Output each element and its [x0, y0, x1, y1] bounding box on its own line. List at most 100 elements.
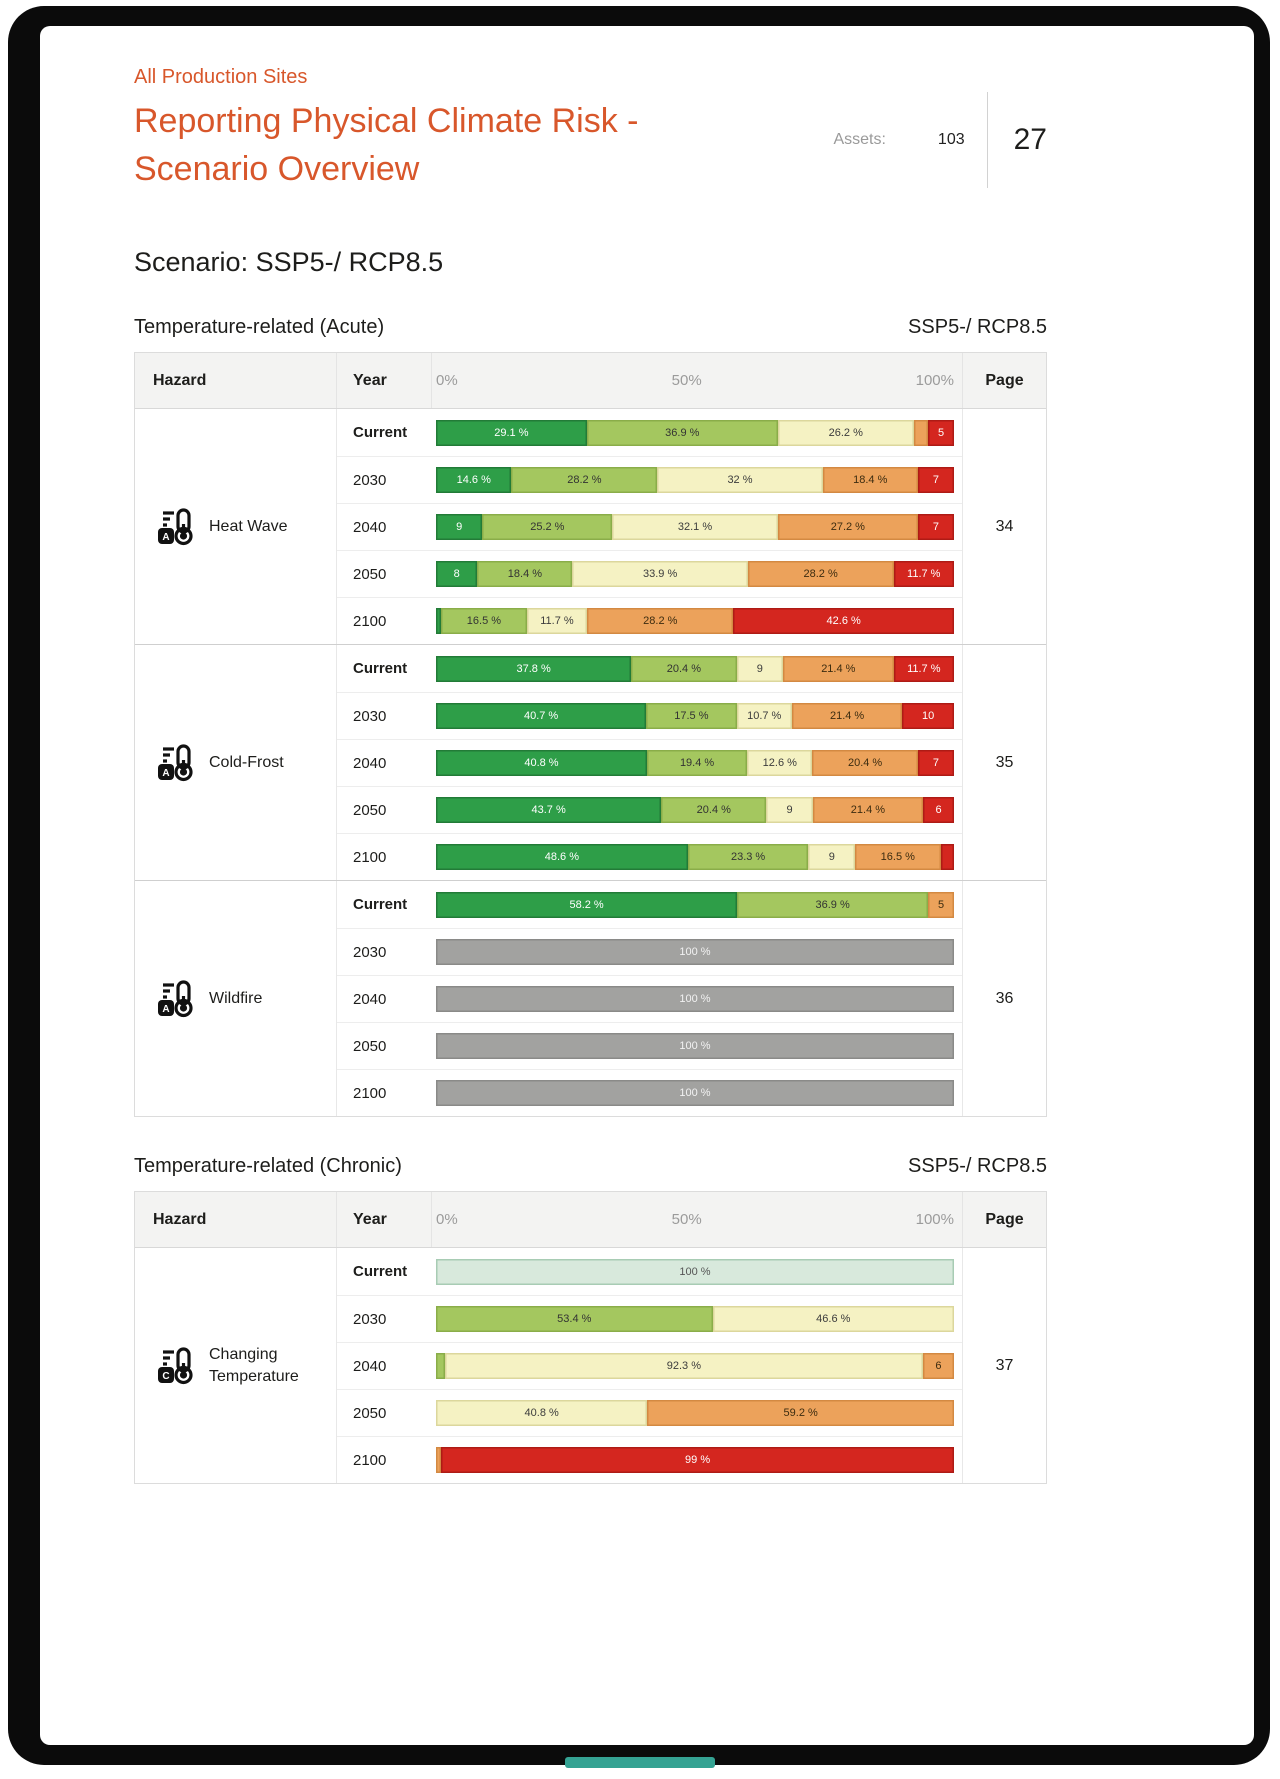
stacked-bar: 37.8 % 20.4 % 9 21.4 % 11.7 % — [432, 655, 962, 682]
bar-segment-label: 42.6 % — [826, 615, 861, 627]
column-header-hazard: Hazard — [135, 353, 337, 408]
axis-tick-0: 0% — [436, 1211, 458, 1228]
section-header: Temperature-related (Acute) SSP5-/ RCP8.… — [134, 316, 1047, 339]
bar-segment-label: 11.7 % — [907, 568, 941, 580]
year-label: 2030 — [353, 471, 387, 489]
thermometer-a-icon: A — [158, 979, 193, 1017]
page-title-line2: Scenario Overview — [134, 150, 420, 188]
column-header-year: Year — [337, 1192, 432, 1247]
bar-segment-orange: 28.2 % — [747, 561, 894, 587]
stacked-bar: 100 % — [432, 1080, 962, 1106]
hazard-group: C Changing Temperature Current 100 % 203… — [135, 1248, 1046, 1483]
year-label: 2050 — [353, 565, 387, 583]
bar-segment-label: 21.4 % — [821, 662, 856, 675]
bar: 40.8 % 19.4 % 12.6 % 20.4 % 7 — [436, 750, 955, 776]
hazard-rows: Current 37.8 % 20.4 % 9 21.4 % 11.7 % 2030 4… — [337, 645, 962, 880]
bar-segment-label: 100 % — [679, 1087, 711, 1099]
section-title: Temperature-related (Acute) — [134, 316, 385, 338]
bar-segment-label: 11.7 % — [540, 615, 574, 627]
bar-segment-red: 11.7 % — [893, 655, 954, 682]
bar-segment-dark-green: 48.6 % — [436, 844, 688, 870]
bar-segment-label: 40.7 % — [523, 710, 559, 722]
bar-segment-label: 46.6 % — [816, 1313, 851, 1325]
axis-tick-100: 100% — [915, 372, 954, 389]
bar-segment-dark-green: 14.6 % — [436, 467, 512, 493]
bar-segment-light-green — [436, 1353, 445, 1379]
hazard-cell: A Wildfire — [135, 881, 337, 1116]
bar-segment-red — [940, 844, 954, 870]
chart-row: 2050 8 18.4 % 33.9 % 28.2 % 11.7 % — [337, 550, 962, 597]
bar-segment-orange: 21.4 % — [812, 797, 924, 823]
assets-label: Assets: — [833, 131, 886, 148]
bar-segment-light-green: 25.2 % — [482, 514, 613, 540]
chart-row: 2100 100 % — [337, 1069, 962, 1116]
bar-segment-label: 9 — [756, 662, 763, 675]
bar-segment-label: 100 % — [679, 946, 711, 958]
stacked-bar: 9 25.2 % 32.1 % 27.2 % 7 — [432, 514, 962, 540]
bar-segment-label: 17.5 % — [674, 710, 709, 722]
bar-segment-light-green: 18.4 % — [477, 561, 573, 587]
stacked-bar: 92.3 % 6 — [432, 1353, 962, 1379]
hazard-cell: A Cold-Frost — [135, 645, 337, 880]
bar: 37.8 % 20.4 % 9 21.4 % 11.7 % — [436, 655, 954, 682]
bar: 40.7 % 17.5 % 10.7 % 21.4 % 10 — [436, 703, 954, 729]
bar-segment-label: 7 — [932, 521, 940, 533]
bar-segment-mint: 100 % — [436, 1258, 954, 1285]
hazard-group: A Cold-Frost Current 37.8 % 20.4 % 9 21.4 %… — [135, 644, 1046, 880]
bar-segment-yellow: 32.1 % — [612, 514, 778, 540]
bar-segment-yellow: 10.7 % — [736, 703, 792, 729]
bar-segment-label: 14.6 % — [456, 474, 491, 486]
bar-segment-yellow: 92.3 % — [444, 1353, 923, 1379]
thermometer-a-icon: A — [158, 743, 193, 781]
axis-tick-100: 100% — [915, 1211, 954, 1228]
bar-segment-label: 92.3 % — [666, 1360, 701, 1372]
bar: 92.3 % 6 — [436, 1353, 954, 1379]
bar: 9 25.2 % 32.1 % 27.2 % 7 — [436, 514, 954, 540]
hazard-group: A Wildfire Current 58.2 % 36.9 % 5 2030 10… — [135, 880, 1046, 1116]
year-label: 2050 — [353, 1404, 387, 1422]
bar: 58.2 % 36.9 % 5 — [436, 891, 954, 918]
bar-segment-label: 43.7 % — [531, 804, 566, 816]
chart-row: 2040 92.3 % 6 — [337, 1342, 962, 1389]
year-label: 2040 — [353, 1357, 387, 1375]
bar-segment-orange: 16.5 % — [855, 844, 941, 870]
footer-brand-accent — [565, 1757, 715, 1768]
bar-segment-gray: 100 % — [436, 1080, 954, 1106]
stacked-bar: 8 18.4 % 33.9 % 28.2 % 11.7 % — [432, 561, 962, 587]
stacked-bar: 100 % — [432, 986, 962, 1012]
bar-segment-dark-green: 37.8 % — [436, 655, 632, 682]
stacked-bar: 40.7 % 17.5 % 10.7 % 21.4 % 10 — [432, 703, 962, 729]
bar: 40.8 % 59.2 % — [436, 1400, 954, 1426]
chart-row: 2100 48.6 % 23.3 % 9 16.5 % — [337, 833, 962, 880]
bar-segment-label: 7 — [932, 757, 939, 769]
column-header-year: Year — [337, 353, 432, 408]
bar-segment-label: 21.4 % — [829, 710, 865, 722]
bar: 16.5 % 11.7 % 28.2 % 42.6 % — [436, 608, 955, 634]
bar-segment-label: 10.7 % — [747, 710, 782, 722]
chart-row: 2040 100 % — [337, 975, 962, 1022]
bar-segment-label: 18.4 % — [853, 474, 888, 486]
section-header: Temperature-related (Chronic) SSP5-/ RCP… — [134, 1155, 1047, 1178]
hazard-label: Cold-Frost — [209, 753, 284, 771]
page-content: All Production Sites Reporting Physical … — [40, 26, 1047, 1484]
bar-segment-label: 99 % — [685, 1454, 711, 1466]
bar-segment-yellow: 12.6 % — [747, 750, 813, 776]
bar-segment-red: 11.7 % — [893, 561, 954, 587]
bar-segment-label: 9 — [786, 804, 793, 816]
stacked-bar: 40.8 % 19.4 % 12.6 % 20.4 % 7 — [432, 750, 962, 776]
year-label: 2050 — [353, 801, 387, 819]
bar-segment-label: 6 — [935, 1360, 942, 1372]
bar-segment-light-green: 16.5 % — [441, 608, 527, 634]
bar-segment-dark-green: 8 — [436, 561, 478, 587]
bar-segment-red: 6 — [923, 797, 954, 823]
bar-segment-label: 29.1 % — [494, 426, 529, 439]
bar-segment-yellow: 9 — [808, 844, 856, 870]
bar-segment-yellow: 32 % — [657, 467, 823, 493]
assets-value: 103 — [937, 131, 965, 148]
header-titles: All Production Sites Reporting Physical … — [134, 66, 639, 193]
bar-segment-orange: 20.4 % — [812, 750, 918, 776]
bar-segment-light-green: 20.4 % — [631, 655, 737, 682]
axis-header: 0% 50% 100% — [432, 372, 962, 389]
bar-segment-label: 11.7 % — [907, 662, 941, 675]
bar-segment-red: 10 — [902, 703, 954, 729]
